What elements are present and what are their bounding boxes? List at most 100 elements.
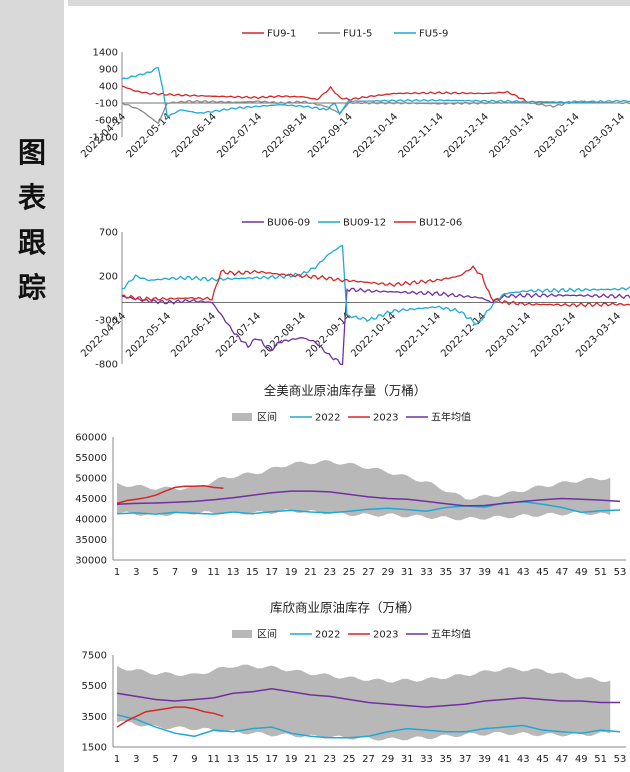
y-tick-label: 40000 (75, 515, 107, 526)
x-tick-label: 51 (594, 754, 607, 765)
x-tick-label: 2023-03-14 (574, 311, 623, 360)
spread-chart: 700200-300-8002022-04-142022-05-142022-0… (79, 228, 630, 371)
y-tick-label: 45000 (75, 494, 107, 505)
y-tick-label: 900 (99, 65, 118, 76)
x-tick-label: 3 (133, 567, 139, 578)
sidebar-title-char: 跟 (17, 226, 46, 259)
x-tick-label: 31 (401, 754, 414, 765)
series-line (116, 490, 621, 507)
x-tick-label: 19 (285, 754, 298, 765)
x-tick-label: 47 (556, 754, 569, 765)
x-tick-label: 39 (478, 754, 491, 765)
x-tick-label: 9 (191, 567, 197, 578)
x-tick-label: 1 (114, 567, 120, 578)
legend-label: 区间 (257, 411, 277, 424)
x-tick-label: 23 (323, 754, 336, 765)
x-tick-label: 21 (304, 754, 317, 765)
x-tick-label: 31 (401, 567, 414, 578)
legend-label: 2023 (373, 630, 398, 641)
sidebar-title: 图 表 跟 踪 (8, 130, 56, 310)
legend-label: 2022 (315, 630, 340, 641)
x-tick-label: 17 (265, 754, 278, 765)
x-tick-label: 49 (575, 754, 588, 765)
x-tick-label: 2022-05-14 (124, 311, 173, 360)
x-tick-label: 2022-12-14 (439, 311, 488, 360)
x-tick-label: 2023-02-14 (533, 111, 582, 160)
legend-label: BU12-06 (419, 218, 462, 229)
x-tick-label: 13 (227, 567, 240, 578)
series-line (121, 287, 630, 366)
x-tick-label: 2022-06-14 (169, 311, 218, 360)
x-tick-label: 41 (498, 567, 511, 578)
legend-label: FU5-9 (419, 29, 448, 40)
x-tick-label: 35 (440, 754, 453, 765)
x-tick-label: 2022-09-14 (306, 111, 355, 160)
x-tick-label: 35 (440, 567, 453, 578)
y-tick-label: 1500 (82, 743, 107, 754)
y-tick-label: -300 (95, 316, 118, 327)
x-tick-label: 39 (478, 567, 491, 578)
series-line (121, 265, 630, 308)
series-line (116, 706, 224, 728)
legend-label: 2023 (373, 413, 398, 424)
x-tick-label: 2022-10-14 (351, 111, 400, 160)
x-tick-label: 5 (153, 567, 159, 578)
x-tick-label: 53 (614, 754, 627, 765)
x-tick-label: 41 (498, 754, 511, 765)
x-tick-label: 47 (556, 567, 569, 578)
x-tick-label: 2023-02-14 (529, 311, 578, 360)
inventory-chart: 全美商业原油库存量（万桶）600005500050000450004000035… (75, 383, 626, 578)
x-tick-label: 51 (594, 567, 607, 578)
x-tick-label: 29 (381, 567, 394, 578)
x-tick-label: 19 (285, 567, 298, 578)
x-tick-label: 29 (381, 754, 394, 765)
x-tick-label: 2022-11-14 (394, 311, 443, 360)
y-tick-label: 50000 (75, 474, 107, 485)
y-tick-label: -800 (95, 360, 118, 371)
x-tick-label: 33 (420, 754, 433, 765)
legend-label: 2022 (315, 413, 340, 424)
y-tick-label: 3500 (82, 712, 107, 723)
chart-title: 库欣商业原油库存（万桶） (270, 600, 420, 615)
x-tick-label: 27 (362, 754, 375, 765)
top-bar (68, 0, 630, 6)
x-tick-label: 2022-08-14 (259, 311, 308, 360)
x-tick-label: 27 (362, 567, 375, 578)
x-tick-label: 2023-01-14 (484, 311, 533, 360)
x-tick-label: 11 (207, 567, 220, 578)
x-tick-label: 2023-01-14 (488, 111, 537, 160)
x-tick-label: 15 (246, 567, 259, 578)
y-tick-label: 200 (99, 272, 118, 283)
x-tick-label: 5 (153, 754, 159, 765)
y-tick-label: 1400 (93, 48, 118, 59)
x-tick-label: 43 (517, 567, 530, 578)
series-line (121, 85, 531, 104)
x-tick-label: 37 (459, 754, 472, 765)
x-tick-label: 43 (517, 754, 530, 765)
legend-label: 区间 (257, 628, 277, 641)
y-tick-label: 400 (99, 82, 118, 93)
spread-chart: 1400900400-100-600-11002022-04-142022-05… (79, 48, 630, 160)
x-tick-label: 2022-07-14 (214, 311, 263, 360)
x-tick-label: 21 (304, 567, 317, 578)
legend-label: 五年均值 (431, 411, 471, 424)
x-tick-label: 2022-12-14 (442, 111, 491, 160)
x-tick-label: 25 (343, 754, 356, 765)
legend-label: BU09-12 (343, 218, 386, 229)
y-tick-label: 30000 (75, 556, 107, 567)
x-tick-label: 2022-11-14 (397, 111, 446, 160)
legend-label: FU1-5 (343, 29, 372, 40)
series-line (121, 67, 630, 119)
series-line (121, 244, 630, 326)
legend-label: BU06-09 (267, 218, 310, 229)
x-tick-label: 2022-06-14 (170, 111, 219, 160)
x-tick-label: 7 (172, 754, 178, 765)
x-tick-label: 2023-03-14 (578, 111, 627, 160)
x-tick-label: 2022-09-14 (304, 311, 353, 360)
legend-swatch (232, 413, 252, 421)
x-tick-label: 3 (133, 754, 139, 765)
x-tick-label: 9 (191, 754, 197, 765)
series-line (116, 714, 621, 739)
range-band (117, 664, 611, 741)
